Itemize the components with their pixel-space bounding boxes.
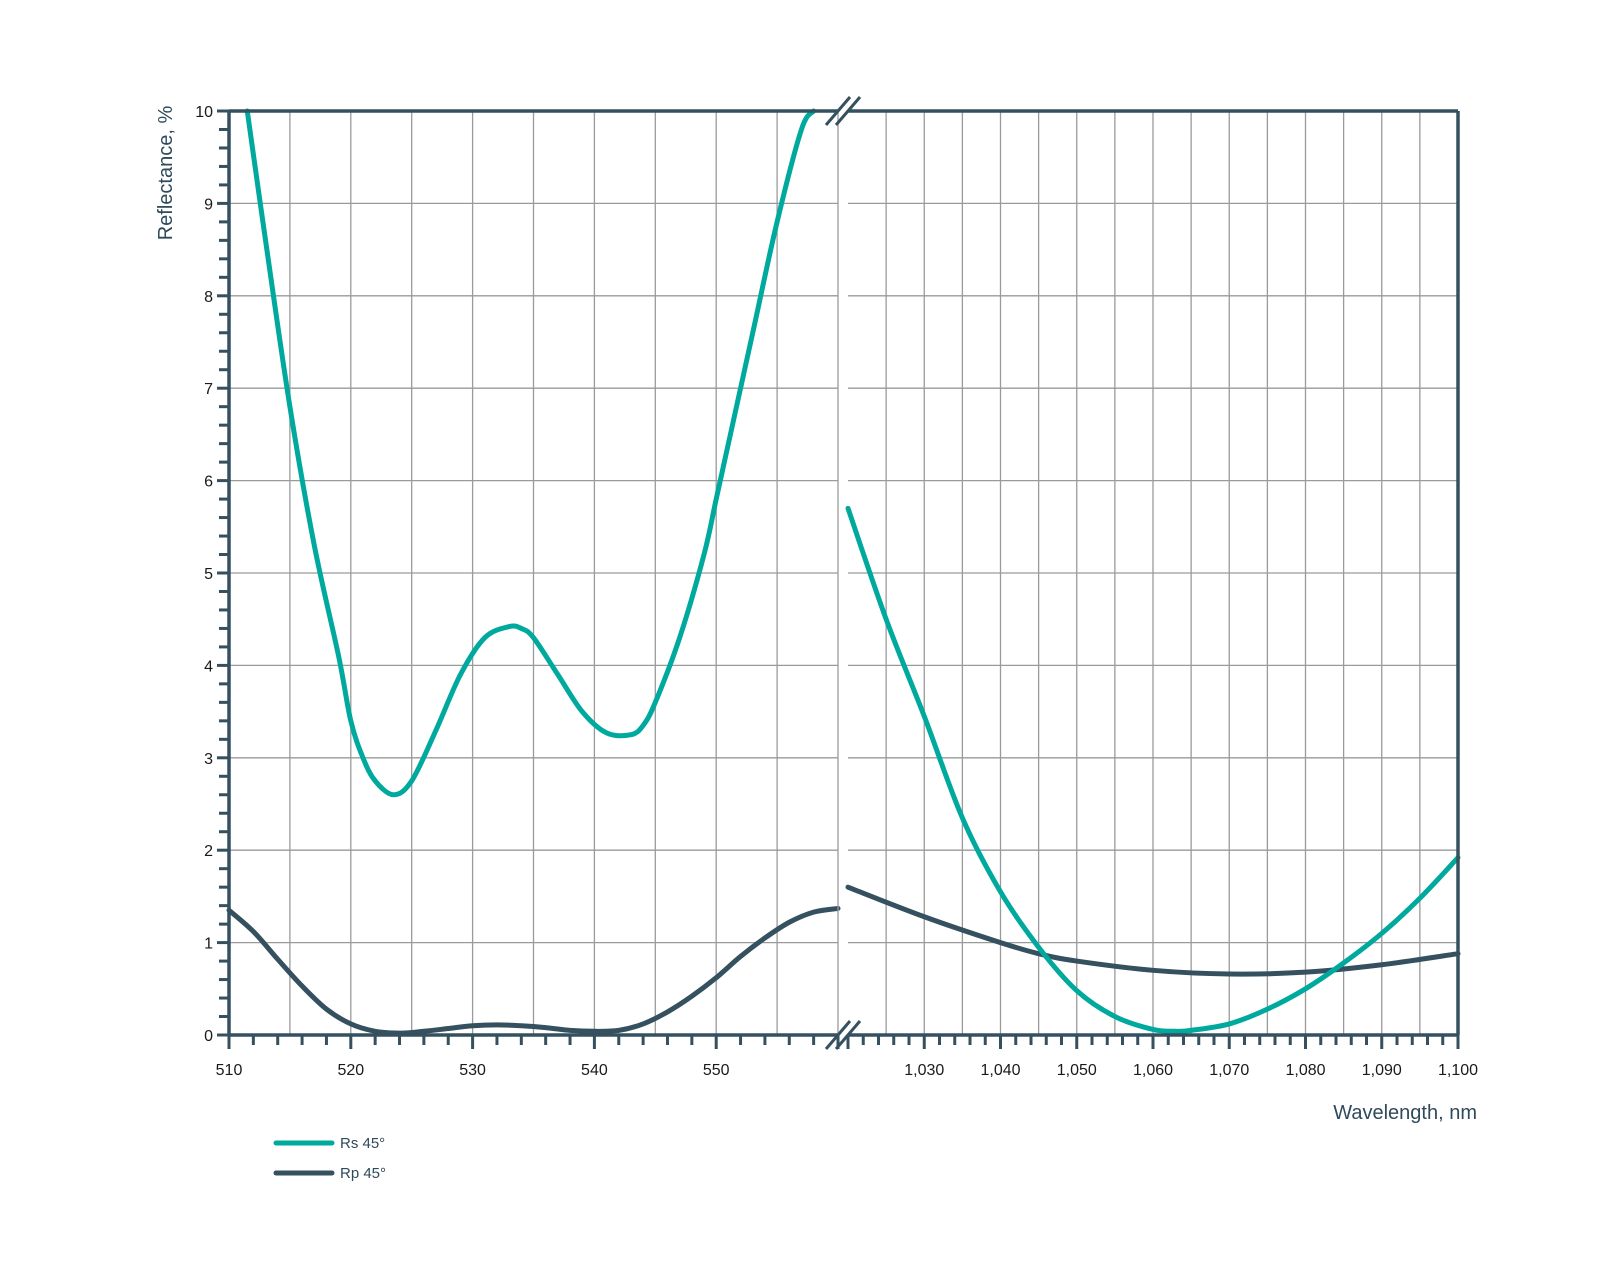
x-tick-label: 1,060: [1133, 1062, 1173, 1079]
x-tick-label: 550: [703, 1062, 730, 1079]
x-tick-label: 1,070: [1209, 1062, 1249, 1079]
y-tick-label: 8: [204, 289, 213, 306]
legend-item-rp-45: Rp 45°: [273, 1165, 386, 1182]
y-tick-label: 5: [204, 566, 213, 583]
x-tick-label: 510: [216, 1062, 243, 1079]
legend-label: Rs 45°: [340, 1135, 385, 1152]
x-axis-title: Wavelength, nm: [1333, 1102, 1477, 1124]
legend-item-rs-45: Rs 45°: [273, 1135, 385, 1152]
x-tick-label: 1,030: [904, 1062, 944, 1079]
axis-break-marker-top: [834, 96, 862, 126]
x-tick-label: 1,090: [1362, 1062, 1402, 1079]
y-tick-label: 1: [204, 936, 213, 953]
series-line-rp-45: [226, 905, 841, 1036]
series-line-rs-45: [244, 108, 817, 798]
legend: Rs 45° Rp 45°: [273, 1135, 386, 1182]
y-tick-label: 9: [204, 196, 213, 213]
y-tick-label: 4: [204, 658, 213, 675]
y-tick-label: 7: [204, 381, 213, 398]
series-lines: [226, 108, 1461, 1036]
y-axis-title: Reflectance, %: [155, 106, 177, 241]
x-tick-label: 1,050: [1057, 1062, 1097, 1079]
series-line-rp-45: [845, 884, 1461, 977]
x-tick-label: 1,040: [980, 1062, 1020, 1079]
y-tick-label: 3: [204, 751, 213, 768]
x-tick-label: 520: [337, 1062, 364, 1079]
legend-label: Rp 45°: [340, 1165, 386, 1182]
x-tick-label: 1,100: [1438, 1062, 1478, 1079]
y-tick-label: 6: [204, 474, 213, 491]
y-tick-label: 10: [195, 104, 213, 121]
series-line-rs-45: [845, 505, 1461, 1034]
x-tick-label: 1,080: [1285, 1062, 1325, 1079]
x-tick-label: 530: [459, 1062, 486, 1079]
axes: 0 1 2 3 4 5 6 7 8 9 10 510 520 530 540 550 1,030 1,040 1,0…: [195, 96, 1478, 1079]
axis-break-marker-top: [824, 96, 852, 126]
x-tick-label: 540: [581, 1062, 608, 1079]
grid: [229, 111, 1458, 1035]
y-tick-label: 0: [204, 1028, 213, 1045]
y-tick-label: 2: [204, 843, 213, 860]
